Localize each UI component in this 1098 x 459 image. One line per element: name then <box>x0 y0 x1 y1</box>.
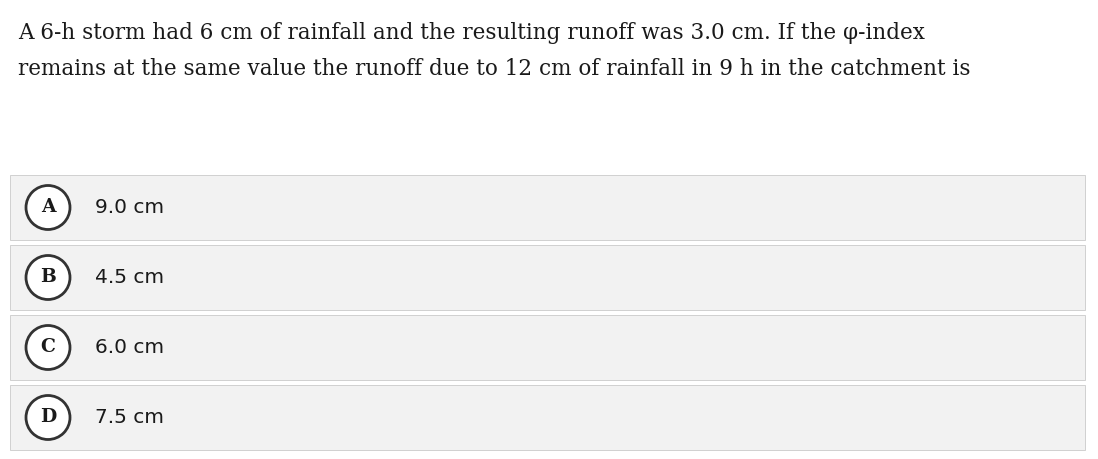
Circle shape <box>26 396 70 440</box>
FancyBboxPatch shape <box>10 245 1085 310</box>
Text: 6.0 cm: 6.0 cm <box>96 338 164 357</box>
Text: C: C <box>41 338 55 357</box>
Circle shape <box>26 185 70 230</box>
FancyBboxPatch shape <box>10 385 1085 450</box>
Text: 4.5 cm: 4.5 cm <box>96 268 164 287</box>
Text: A 6-h storm had 6 cm of rainfall and the resulting runoff was 3.0 cm. If the φ-i: A 6-h storm had 6 cm of rainfall and the… <box>18 22 925 44</box>
Circle shape <box>26 325 70 369</box>
Text: D: D <box>40 409 56 426</box>
Text: A: A <box>41 198 55 217</box>
Circle shape <box>26 256 70 300</box>
Text: remains at the same value the runoff due to 12 cm of rainfall in 9 h in the catc: remains at the same value the runoff due… <box>18 58 971 80</box>
Text: 9.0 cm: 9.0 cm <box>96 198 164 217</box>
Text: B: B <box>41 269 56 286</box>
FancyBboxPatch shape <box>10 175 1085 240</box>
FancyBboxPatch shape <box>10 315 1085 380</box>
Text: 7.5 cm: 7.5 cm <box>96 408 164 427</box>
